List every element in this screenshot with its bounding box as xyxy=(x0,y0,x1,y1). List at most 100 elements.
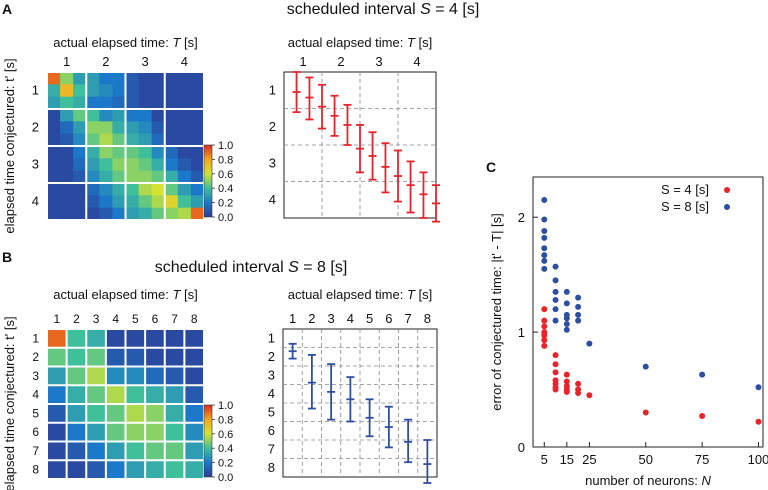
heatmap-cell xyxy=(60,133,74,147)
heatmap-cell xyxy=(73,170,87,184)
heatmap-cell xyxy=(99,195,113,209)
heatmap-cell xyxy=(177,72,192,85)
errorbar-y-tick: 1 xyxy=(268,330,275,345)
colorbar-tick-label: 0.2 xyxy=(218,458,233,470)
colorbar-tick-label: 0.6 xyxy=(218,429,233,441)
heatmap-y-tick: 2 xyxy=(32,120,39,135)
heatmap-cell xyxy=(105,366,126,386)
errorbar-x-tick: 2 xyxy=(337,54,344,69)
heatmap-cell xyxy=(105,347,126,367)
heatmap-cell xyxy=(112,72,126,85)
panel-a-errorbar-chart: 1 1 2 2 3 3 4 4 actual elapsed time: T [s] xyxy=(269,35,440,223)
errorbar-x-tick: 4 xyxy=(413,54,420,69)
heatmap-cell xyxy=(177,84,192,98)
heatmap-x-tick: 3 xyxy=(93,312,100,326)
heatmap-cell xyxy=(105,441,126,461)
heatmap-cell xyxy=(60,158,74,172)
heatmap-cell xyxy=(112,109,126,122)
heatmap-cell xyxy=(47,72,61,85)
heatmap-cell xyxy=(145,422,166,442)
scatter-y-axis-label: error of conjectured time: |t' - T| [s] xyxy=(489,213,504,411)
scatter-point-s4 xyxy=(575,380,582,387)
heatmap-cell xyxy=(164,207,179,221)
heatmap-cell xyxy=(60,121,74,135)
heatmap-cell xyxy=(151,84,166,98)
heatmap-cell xyxy=(164,422,185,442)
heatmap-cell xyxy=(99,207,113,221)
heatmap-cell xyxy=(86,422,107,442)
scatter-point-s8 xyxy=(552,263,559,270)
heatmap-cell xyxy=(125,183,139,196)
heatmap-cell xyxy=(151,133,166,147)
heatmap-cell xyxy=(190,170,205,184)
heatmap-cell xyxy=(190,121,205,135)
scatter-point-s4 xyxy=(541,317,548,324)
heatmap-cell xyxy=(99,133,113,147)
scatter-point-s4 xyxy=(541,323,548,330)
heatmap-cell xyxy=(177,146,192,159)
errorbar-y-tick: 1 xyxy=(269,82,276,97)
heatmap-cell xyxy=(184,329,205,349)
scatter-point-s8 xyxy=(575,317,582,324)
heatmap-y-tick: 3 xyxy=(32,369,39,383)
heatmap-cell xyxy=(190,207,205,221)
errorbar-x-tick: 1 xyxy=(289,311,296,326)
heatmap-cell xyxy=(190,96,205,110)
heatmap-cell xyxy=(164,366,185,386)
heatmap-x-tick: 2 xyxy=(102,54,109,69)
heatmap-cell xyxy=(177,133,192,147)
heatmap-cell xyxy=(105,460,126,480)
heatmap-cell xyxy=(190,133,205,147)
panel-label-c: C xyxy=(486,159,496,175)
heatmap-cell xyxy=(145,385,166,405)
scatter-point-s8 xyxy=(552,288,559,295)
heatmap-x-tick: 6 xyxy=(152,312,159,326)
heatmap-y-tick: 2 xyxy=(32,350,39,364)
errorbar-x-axis-label: actual elapsed time: T [s] xyxy=(288,35,433,50)
heatmap-cell xyxy=(125,109,139,122)
colorbar-gradient xyxy=(203,404,213,478)
heatmap-cell xyxy=(177,207,192,221)
scatter-x-tick: 15 xyxy=(560,452,574,467)
heatmap-y-axis-label: elapsed time conjectured: t' [s] xyxy=(2,58,17,233)
scatter-point-s4 xyxy=(575,390,582,396)
scatter-point-s4 xyxy=(642,409,649,416)
heatmap-y-tick: 4 xyxy=(32,194,39,209)
heatmap-x-tick: 1 xyxy=(53,312,60,326)
heatmap-y-tick: 3 xyxy=(32,157,39,172)
heatmap-cell xyxy=(190,84,205,98)
colorbar-tick-label: 0.4 xyxy=(218,443,233,455)
colorbar-tick-label: 0.2 xyxy=(218,198,233,210)
heatmap-cell xyxy=(190,109,205,122)
heatmap-cell xyxy=(86,72,100,85)
heatmap-cell xyxy=(86,195,100,209)
scatter-point-s8 xyxy=(541,257,548,264)
heatmap-cell xyxy=(86,183,100,196)
heatmap-cell xyxy=(47,460,68,480)
colorbar-tick-label: 1.0 xyxy=(218,400,233,412)
scatter-legend-marker xyxy=(724,204,730,210)
heatmap-cell xyxy=(145,404,166,424)
heatmap-cell xyxy=(112,158,126,172)
heatmap-cell xyxy=(73,146,87,159)
scatter-point-s4 xyxy=(563,388,570,395)
colorbar-tick-label: 0.0 xyxy=(218,472,233,484)
heatmap-cell xyxy=(138,158,153,172)
heatmap-cell xyxy=(138,146,153,159)
heatmap-cell xyxy=(60,96,74,110)
heatmap-cell xyxy=(99,109,113,122)
scatter-point-s4 xyxy=(552,369,559,376)
heatmap-cell xyxy=(86,109,100,122)
errorbar-y-tick: 5 xyxy=(268,404,275,419)
heatmap-cell xyxy=(145,329,166,349)
heatmap-y-tick: 1 xyxy=(32,83,39,98)
errorbar-x-tick: 3 xyxy=(328,311,335,326)
colorbar-tick-label: 0.8 xyxy=(218,414,233,426)
heatmap-cell xyxy=(112,133,126,147)
scatter-point-s8 xyxy=(541,216,548,223)
errorbar-x-tick: 3 xyxy=(375,54,382,69)
heatmap-cell xyxy=(73,207,87,221)
scatter-point-s8 xyxy=(642,363,649,370)
scatter-legend-label: S = 4 [s] xyxy=(661,182,709,197)
